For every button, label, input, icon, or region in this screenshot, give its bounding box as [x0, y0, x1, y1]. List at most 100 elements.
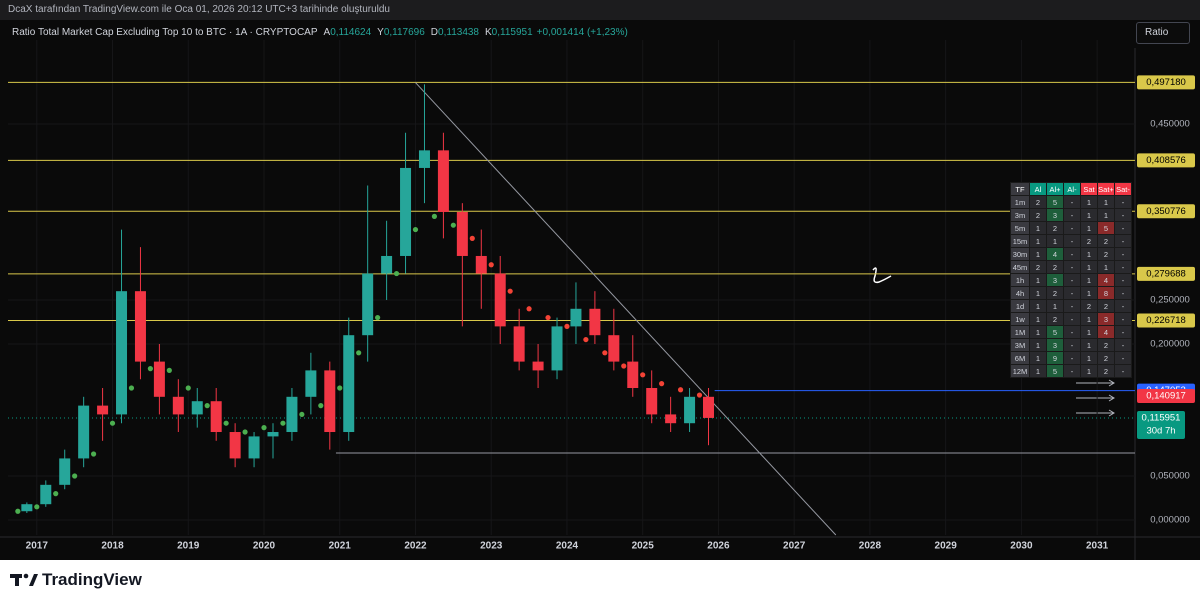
- candle-body: [229, 432, 241, 459]
- sar-dot: [299, 411, 305, 418]
- table-cell: 1: [1029, 234, 1047, 248]
- table-cell: 1M: [1010, 325, 1030, 339]
- x-tick-label: 2031: [1086, 541, 1109, 552]
- candle-body: [248, 436, 260, 459]
- table-header-cell: Al: [1029, 182, 1047, 196]
- sar-dot: [469, 235, 475, 241]
- table-cell: -: [1063, 208, 1081, 222]
- table-cell: 4: [1046, 247, 1064, 261]
- y-tick-label: 0,450000: [1150, 118, 1190, 129]
- table-cell: -: [1114, 195, 1132, 209]
- x-tick-label: 2025: [632, 541, 655, 552]
- table-cell: -: [1114, 208, 1132, 222]
- table-cell: 1: [1080, 338, 1098, 352]
- table-cell: -: [1063, 286, 1081, 300]
- table-cell: 2: [1029, 195, 1047, 209]
- x-tick-label: 2027: [783, 541, 806, 552]
- sar-dot: [659, 381, 665, 387]
- table-row: 12M 1 5-1 2-: [1010, 364, 1132, 378]
- table-cell: 3m: [1010, 208, 1030, 222]
- table-row: 15m 1 1-2 2-: [1010, 234, 1132, 248]
- candle-body: [665, 414, 677, 424]
- candle-body: [532, 361, 544, 371]
- table-row: 30m 1 4-1 2-: [1010, 247, 1132, 261]
- scale-button[interactable]: Ratio: [1136, 22, 1190, 44]
- table-cell: -: [1114, 338, 1132, 352]
- table-cell: 3M: [1010, 338, 1030, 352]
- table-cell: 5: [1046, 325, 1064, 339]
- sar-dot: [223, 420, 229, 426]
- sar-dot: [53, 491, 59, 497]
- sar-dot: [15, 508, 21, 514]
- candle-body: [172, 396, 184, 415]
- table-cell: 1: [1029, 338, 1047, 352]
- x-tick-label: 2028: [859, 541, 882, 552]
- table-cell: 1: [1029, 247, 1047, 261]
- table-row: 6M 1 9-1 2-: [1010, 351, 1132, 365]
- table-cell: -: [1063, 364, 1081, 378]
- x-tick-label: 2023: [480, 541, 503, 552]
- sar-dot: [261, 425, 267, 431]
- candle-body: [627, 361, 639, 389]
- table-cell: -: [1114, 260, 1132, 274]
- table-cell: 3: [1046, 273, 1064, 287]
- table-cell: 30m: [1010, 247, 1030, 261]
- sar-dot: [696, 392, 703, 398]
- price-label-box: [1137, 75, 1195, 90]
- candle-body: [305, 370, 317, 397]
- candle-body: [210, 401, 222, 433]
- table-cell: 1: [1029, 286, 1047, 300]
- logo-icon: [10, 573, 38, 586]
- candle-body: [702, 396, 714, 418]
- table-cell: 2: [1046, 286, 1064, 300]
- chart-background: [0, 0, 1200, 560]
- sar-dot: [431, 213, 438, 219]
- candle-body: [494, 273, 506, 327]
- sar-dot: [185, 385, 191, 391]
- sar-dot: [488, 262, 494, 268]
- sar-dot: [90, 451, 97, 457]
- countdown: 30d 7h: [1146, 425, 1175, 436]
- table-cell: 2: [1080, 234, 1098, 248]
- table-cell: 2: [1097, 364, 1115, 378]
- table-cell: 1: [1080, 312, 1098, 326]
- sar-dot: [393, 270, 400, 277]
- table-cell: -: [1063, 325, 1081, 339]
- candle-body: [343, 335, 355, 433]
- table-cell: -: [1114, 247, 1132, 261]
- x-tick-label: 2019: [177, 541, 200, 552]
- candle-body: [324, 370, 336, 433]
- table-cell: 5: [1046, 364, 1064, 378]
- hand-drawing: [872, 267, 892, 284]
- table-cell: 1: [1046, 234, 1064, 248]
- ohlc-value: 0,115951: [491, 27, 533, 38]
- price-label-box: [1137, 313, 1195, 328]
- table-cell: -: [1114, 364, 1132, 378]
- candle-body: [78, 405, 90, 459]
- table-cell: 5: [1046, 195, 1064, 209]
- table-cell: 1: [1080, 260, 1098, 274]
- table-row: 1m 2 5-1 1-: [1010, 195, 1132, 209]
- table-row: 3M 1 3-1 2-: [1010, 338, 1132, 352]
- table-cell: -: [1063, 195, 1081, 209]
- table-header-cell: Sat: [1080, 182, 1098, 196]
- table-cell: 2: [1046, 260, 1064, 274]
- table-cell: 1: [1029, 273, 1047, 287]
- table-cell: 1: [1080, 195, 1098, 209]
- x-tick-label: 2020: [253, 541, 276, 552]
- price-label-box: [1137, 204, 1195, 219]
- candle-body: [589, 308, 601, 336]
- signal-table: TF Al Al+ Al- Sat Sat+ Sat- 1m 2 5-1 1-3m 2 3-1 1-5m 1…: [1010, 182, 1132, 378]
- table-cell: -: [1114, 234, 1132, 248]
- sar-dot: [412, 226, 419, 233]
- candle-body: [191, 401, 203, 415]
- candle-body: [21, 504, 33, 512]
- table-cell: 1: [1029, 221, 1047, 235]
- table-cell: 2: [1097, 338, 1115, 352]
- table-cell: 1: [1080, 364, 1098, 378]
- table-cell: 5m: [1010, 221, 1030, 235]
- table-cell: 1: [1080, 221, 1098, 235]
- candle-body: [513, 326, 525, 362]
- y-tick-label: 0,000000: [1150, 515, 1190, 526]
